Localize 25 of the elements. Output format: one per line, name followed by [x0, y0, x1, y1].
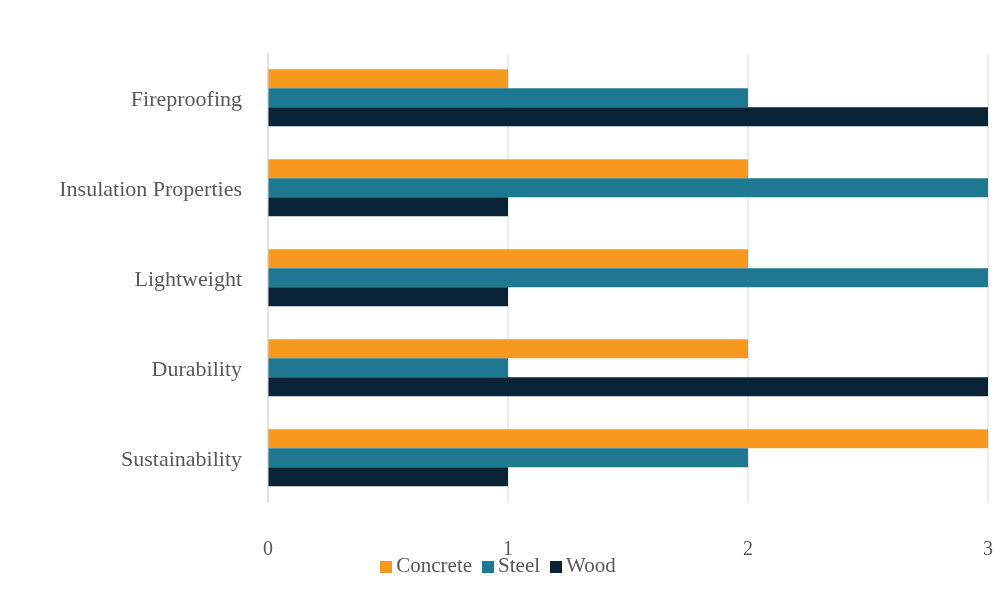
y-tick-label: Insulation Properties [59, 175, 242, 201]
bar [268, 249, 748, 269]
bar [268, 268, 988, 288]
y-tick-label: Sustainability [121, 445, 242, 471]
bar [268, 467, 508, 487]
y-tick-label: Durability [151, 355, 242, 381]
legend-label: Concrete [396, 553, 473, 577]
bar [268, 448, 748, 468]
bar [268, 197, 508, 217]
bar [268, 429, 988, 449]
bar [268, 178, 988, 198]
bar [268, 88, 748, 108]
bar [268, 287, 508, 307]
bar [268, 159, 748, 179]
y-tick-label: Lightweight [134, 265, 242, 291]
legend-label: Wood [566, 553, 616, 577]
bar [268, 358, 508, 378]
bar [268, 107, 988, 127]
y-tick-label: Fireproofing [130, 85, 242, 111]
x-tick-label: 3 [983, 537, 993, 560]
bar [268, 339, 748, 359]
bar [268, 377, 988, 397]
x-tick-label: 2 [743, 537, 753, 560]
bar [268, 69, 508, 89]
x-tick-label: 0 [263, 537, 273, 560]
